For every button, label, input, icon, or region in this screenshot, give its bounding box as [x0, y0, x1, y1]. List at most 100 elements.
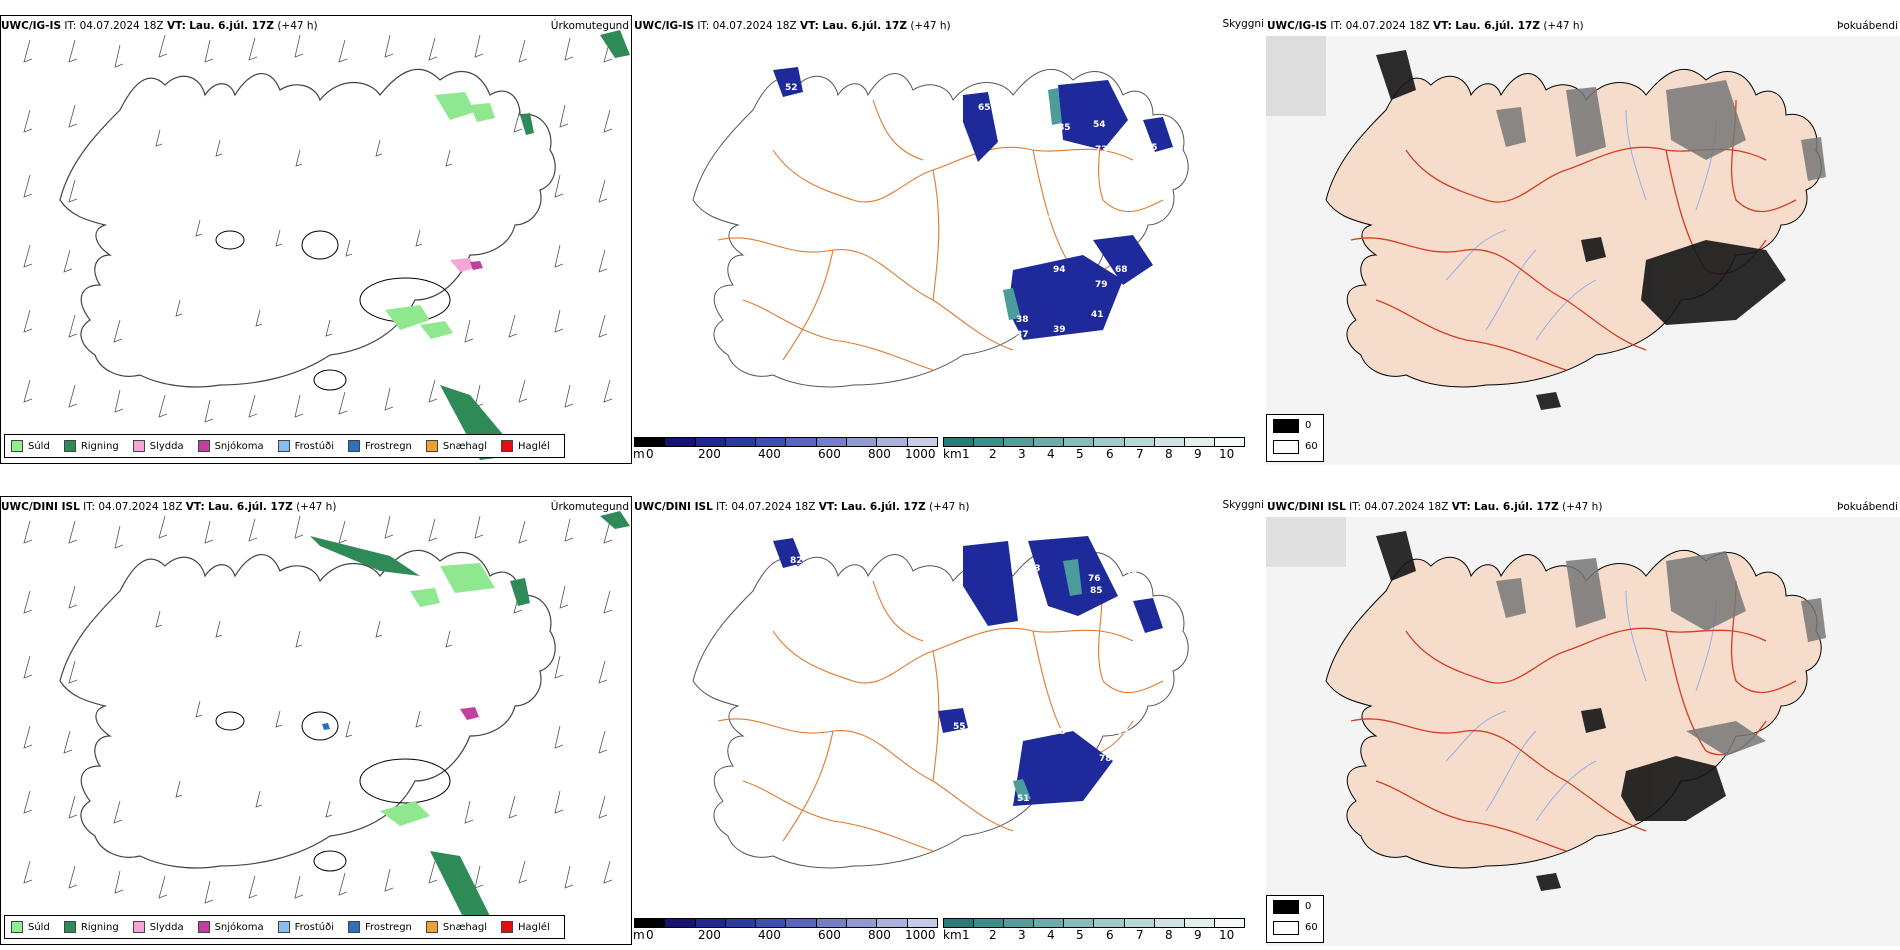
colorbar-unit: m — [633, 447, 645, 461]
fog-key-black — [1273, 419, 1299, 433]
legend-item: Haglél — [501, 921, 550, 933]
svg-text:65: 65 — [978, 103, 991, 113]
low-cloud-areas — [773, 67, 1173, 340]
legend-item: Frostregn — [348, 921, 412, 933]
svg-text:82: 82 — [790, 556, 803, 566]
legend-item: Súld — [11, 921, 50, 933]
colorbar-unit: km — [943, 447, 962, 461]
svg-text:51: 51 — [1017, 794, 1030, 804]
colorbar-tick: 0 — [646, 928, 654, 942]
legend-item: Snæhagl — [425, 440, 487, 452]
cloud-base-colorbar: m 0 200 400 600 800 1000 — [633, 437, 938, 465]
precip-type-map — [0, 15, 632, 464]
colorbar-tick: 400 — [758, 928, 781, 942]
colorbar-tick: 7 — [1136, 928, 1144, 942]
colorbar-unit: m — [633, 928, 645, 942]
drizzle-areas — [380, 563, 495, 826]
legend-swatch — [501, 921, 514, 933]
legend-swatch — [501, 440, 514, 452]
svg-text:56: 56 — [1179, 599, 1192, 609]
fog-gray-areas — [1496, 80, 1826, 181]
panel-type-label: Úrkomutegund — [550, 20, 629, 32]
svg-text:80: 80 — [1048, 211, 1061, 221]
legend-item: Frostregn — [348, 440, 412, 452]
panel-type-label: Úrkomutegund — [550, 501, 629, 513]
legend-swatch — [11, 440, 23, 452]
colorbar-tick: 8 — [1165, 447, 1173, 461]
fog-index-panel: UWC/DINI ISL IT: 04.07.2024 18Z VT: Lau.… — [1266, 481, 1900, 946]
cloud-base-values: 82 63 83 62 76 85 73 72 56 55 88 69 78 51 62 53 — [790, 556, 1192, 831]
fog-gray-areas — [1496, 551, 1826, 756]
svg-text:63: 63 — [1028, 564, 1041, 574]
svg-text:52: 52 — [1131, 116, 1144, 126]
svg-text:36: 36 — [1065, 343, 1078, 353]
colorbar-tick: 600 — [818, 928, 841, 942]
svg-text:88: 88 — [1053, 727, 1066, 737]
colorbar-tick: 10 — [1219, 928, 1235, 942]
colorbar-tick: 10 — [1219, 447, 1235, 461]
fog-key: 0 60 — [1266, 895, 1324, 943]
svg-text:53: 53 — [1061, 821, 1074, 831]
fog-key-white — [1273, 921, 1299, 935]
legend-swatch — [197, 921, 210, 933]
svg-text:52: 52 — [1133, 290, 1146, 300]
legend-item: Snjókoma — [197, 440, 264, 452]
legend-swatch — [277, 921, 290, 933]
svg-text:95: 95 — [953, 241, 966, 251]
panel-type-label: Þokuábendi — [1837, 20, 1898, 32]
svg-text:41: 41 — [1091, 310, 1104, 320]
legend-swatch — [425, 440, 438, 452]
fog-index-panel: UWC/IG-IS IT: 04.07.2024 18Z VT: Lau. 6.… — [1266, 0, 1900, 465]
colorbar-tick: 7 — [1136, 447, 1144, 461]
colorbar-tick: 1000 — [905, 928, 936, 942]
colorbar-tick: 1 — [962, 928, 970, 942]
legend-swatch — [348, 440, 360, 452]
colorbar-strip — [943, 918, 1245, 928]
svg-text:73: 73 — [1095, 145, 1108, 155]
colorbar-tick: 2 — [989, 928, 997, 942]
cloud-base-panel: 82 63 83 62 76 85 73 72 56 55 88 69 78 51 62 53 … — [633, 481, 1266, 946]
fog-index-map — [1266, 36, 1900, 465]
svg-text:85: 85 — [1090, 586, 1103, 596]
svg-text:73: 73 — [1125, 571, 1138, 581]
precip-type-map — [0, 496, 632, 945]
legend-item: Slydda — [132, 440, 184, 452]
colorbar-tick: 200 — [698, 928, 721, 942]
legend-item: Súld — [11, 440, 50, 452]
colorbar-tick: 5 — [1076, 447, 1084, 461]
panel-title: UWC/IG-IS IT: 04.07.2024 18Z VT: Lau. 6.… — [634, 20, 951, 32]
svg-text:54: 54 — [1093, 120, 1106, 130]
fog-index-map — [1266, 517, 1900, 946]
fog-key-label: 60 — [1305, 441, 1318, 452]
colorbar-tick: 0 — [646, 447, 654, 461]
snow-areas — [460, 707, 479, 720]
svg-text:62: 62 — [936, 601, 949, 611]
legend-item: Slydda — [132, 921, 184, 933]
colorbar-tick: 200 — [698, 447, 721, 461]
svg-text:54: 54 — [936, 383, 949, 393]
svg-text:39: 39 — [1053, 325, 1066, 335]
colorbar-strip — [943, 437, 1245, 447]
svg-text:76: 76 — [1088, 574, 1101, 584]
legend-swatch — [11, 921, 23, 933]
legend-swatch — [277, 440, 290, 452]
svg-text:94: 94 — [1053, 265, 1066, 275]
legend-item: Frostúði — [277, 921, 334, 933]
svg-text:45: 45 — [1145, 143, 1158, 153]
legend-swatch — [63, 440, 76, 452]
drizzle-areas — [385, 92, 495, 339]
cloud-base-colorbar: m 0 200 400 600 800 1000 — [633, 918, 938, 946]
precip-type-panel: UWC/IG-IS IT: 04.07.2024 18Z VT: Lau. 6.… — [0, 0, 633, 465]
colorbar-tick: 6 — [1106, 928, 1114, 942]
visibility-colorbar: km 1 2 3 4 5 6 7 8 9 10 — [943, 918, 1266, 946]
visibility-areas — [1003, 88, 1062, 320]
panel-title: UWC/DINI ISL IT: 04.07.2024 18Z VT: Lau.… — [1267, 501, 1603, 513]
svg-text:55: 55 — [1173, 168, 1186, 178]
colorbar-tick: 400 — [758, 447, 781, 461]
colorbar-tick: 1000 — [905, 447, 936, 461]
colorbar-tick: 3 — [1018, 447, 1026, 461]
legend-item: Haglél — [501, 440, 550, 452]
colorbar-tick: 5 — [1076, 928, 1084, 942]
